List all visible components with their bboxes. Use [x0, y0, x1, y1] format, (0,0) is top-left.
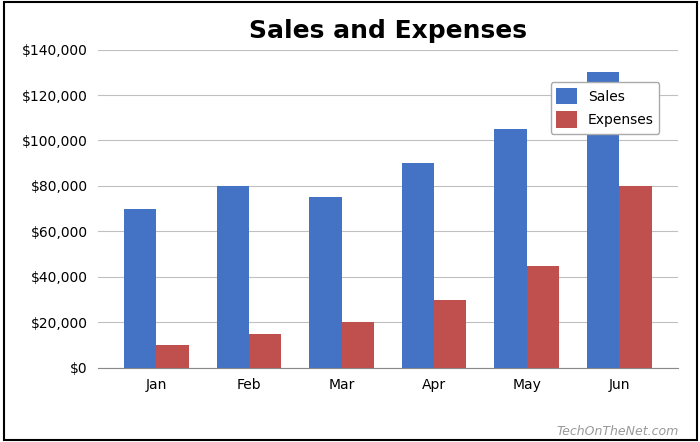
Title: Sales and Expenses: Sales and Expenses: [248, 19, 527, 43]
Bar: [309, 198, 342, 368]
Bar: [526, 266, 559, 368]
Bar: [342, 322, 374, 368]
Bar: [402, 163, 434, 368]
Bar: [124, 209, 156, 368]
Bar: [494, 129, 526, 368]
Bar: [587, 72, 620, 368]
Bar: [249, 334, 281, 368]
Text: TechOnTheNet.com: TechOnTheNet.com: [556, 425, 679, 438]
Bar: [434, 300, 466, 368]
Bar: [620, 186, 652, 368]
Legend: Sales, Expenses: Sales, Expenses: [550, 82, 659, 134]
Bar: [216, 186, 249, 368]
Bar: [156, 345, 189, 368]
